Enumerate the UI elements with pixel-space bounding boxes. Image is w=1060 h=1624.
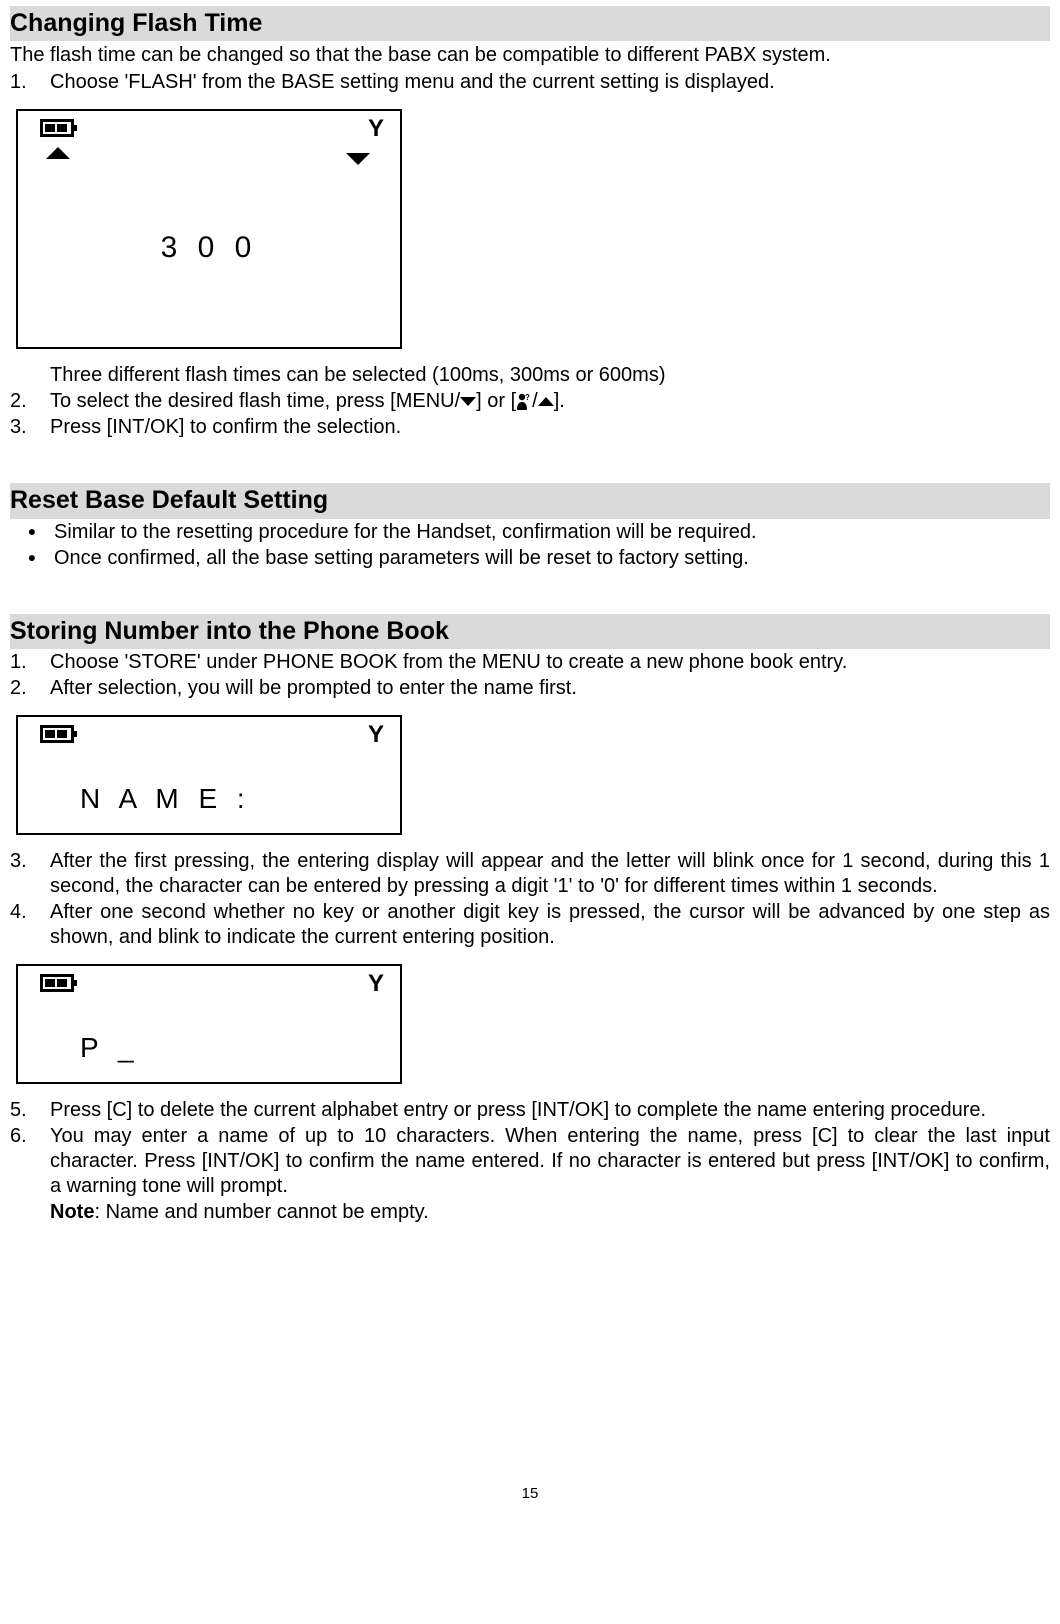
lcd-cursor: Y P _ [16,964,402,1084]
step-2-num: 2. [10,389,50,414]
pb-step-1: 1. Choose 'STORE' under PHONE BOOK from … [10,650,1050,675]
heading-reset-base: Reset Base Default Setting [10,483,1050,518]
bullet-2: ● Once confirmed, all the base setting p… [10,546,1050,571]
pb-step-2: 2. After selection, you will be prompted… [10,676,1050,701]
lcd-name-entry: Y N A M E : [16,715,402,835]
pb-step-2-num: 2. [10,676,50,701]
pb-step-5: 5. Press [C] to delete the current alpha… [10,1098,1050,1123]
note-label: Note [50,1201,94,1223]
lcd-name-value: N A M E : [80,781,251,816]
bullet-icon: ● [10,546,54,571]
heading-phone-book: Storing Number into the Phone Book [10,614,1050,649]
lcd-value: 3 0 0 [18,229,400,267]
up-small-icon [538,397,554,406]
antenna-icon: Y [368,725,384,744]
page-number: 15 [10,1485,1050,1504]
step-2-end: ]. [554,390,565,412]
step-2-text: To select the desired flash time, press … [50,389,1050,414]
battery-icon [40,119,74,137]
step-3-num: 3. [10,415,50,440]
down-arrow-icon [346,153,370,165]
pb-step-4-num: 4. [10,900,50,950]
step-1-num: 1. [10,70,50,95]
pb-step-6-text: You may enter a name of up to 10 charact… [50,1124,1050,1199]
menu-down-icon [460,397,476,406]
pb-step-2-text: After selection, you will be prompted to… [50,676,1050,701]
flash-times-note: Three different flash times can be selec… [50,363,1050,388]
bullet-1: ● Similar to the resetting procedure for… [10,520,1050,545]
pb-step-1-num: 1. [10,650,50,675]
bullet-icon: ● [10,520,54,545]
intro-flash-time: The flash time can be changed so that th… [10,43,1050,68]
step-3: 3. Press [INT/OK] to confirm the selecti… [10,415,1050,440]
step-2-mid: ] or [ [476,390,516,412]
battery-icon [40,725,74,743]
lcd-flash-time: Y 3 0 0 [16,109,402,349]
pb-step-5-num: 5. [10,1098,50,1123]
step-2: 2. To select the desired flash time, pre… [10,389,1050,414]
note-body: : Name and number cannot be empty. [94,1201,428,1223]
bullet-2-text: Once confirmed, all the base setting par… [54,546,1050,571]
step-1: 1. Choose 'FLASH' from the BASE setting … [10,70,1050,95]
lcd-cursor-value: P _ [80,1030,140,1065]
pb-note: Note: Name and number cannot be empty. [50,1200,1050,1225]
person-icon: ? [516,393,532,411]
pb-step-5-text: Press [C] to delete the current alphabet… [50,1098,1050,1123]
heading-flash-time: Changing Flash Time [10,6,1050,41]
step-1-text: Choose 'FLASH' from the BASE setting men… [50,70,1050,95]
pb-step-4: 4. After one second whether no key or an… [10,900,1050,950]
pb-step-1-text: Choose 'STORE' under PHONE BOOK from the… [50,650,1050,675]
antenna-icon: Y [368,974,384,993]
pb-step-4-text: After one second whether no key or anoth… [50,900,1050,950]
pb-step-6: 6. You may enter a name of up to 10 char… [10,1124,1050,1199]
bullet-1-text: Similar to the resetting procedure for t… [54,520,1050,545]
pb-step-6-num: 6. [10,1124,50,1199]
up-arrow-icon [46,147,70,159]
step-3-text: Press [INT/OK] to confirm the selection. [50,415,1050,440]
step-2-pre: To select the desired flash time, press … [50,390,460,412]
battery-icon [40,974,74,992]
svg-text:?: ? [525,393,530,402]
antenna-icon: Y [368,119,384,138]
pb-step-3: 3. After the first pressing, the enterin… [10,849,1050,899]
pb-step-3-num: 3. [10,849,50,899]
pb-step-3-text: After the first pressing, the entering d… [50,849,1050,899]
